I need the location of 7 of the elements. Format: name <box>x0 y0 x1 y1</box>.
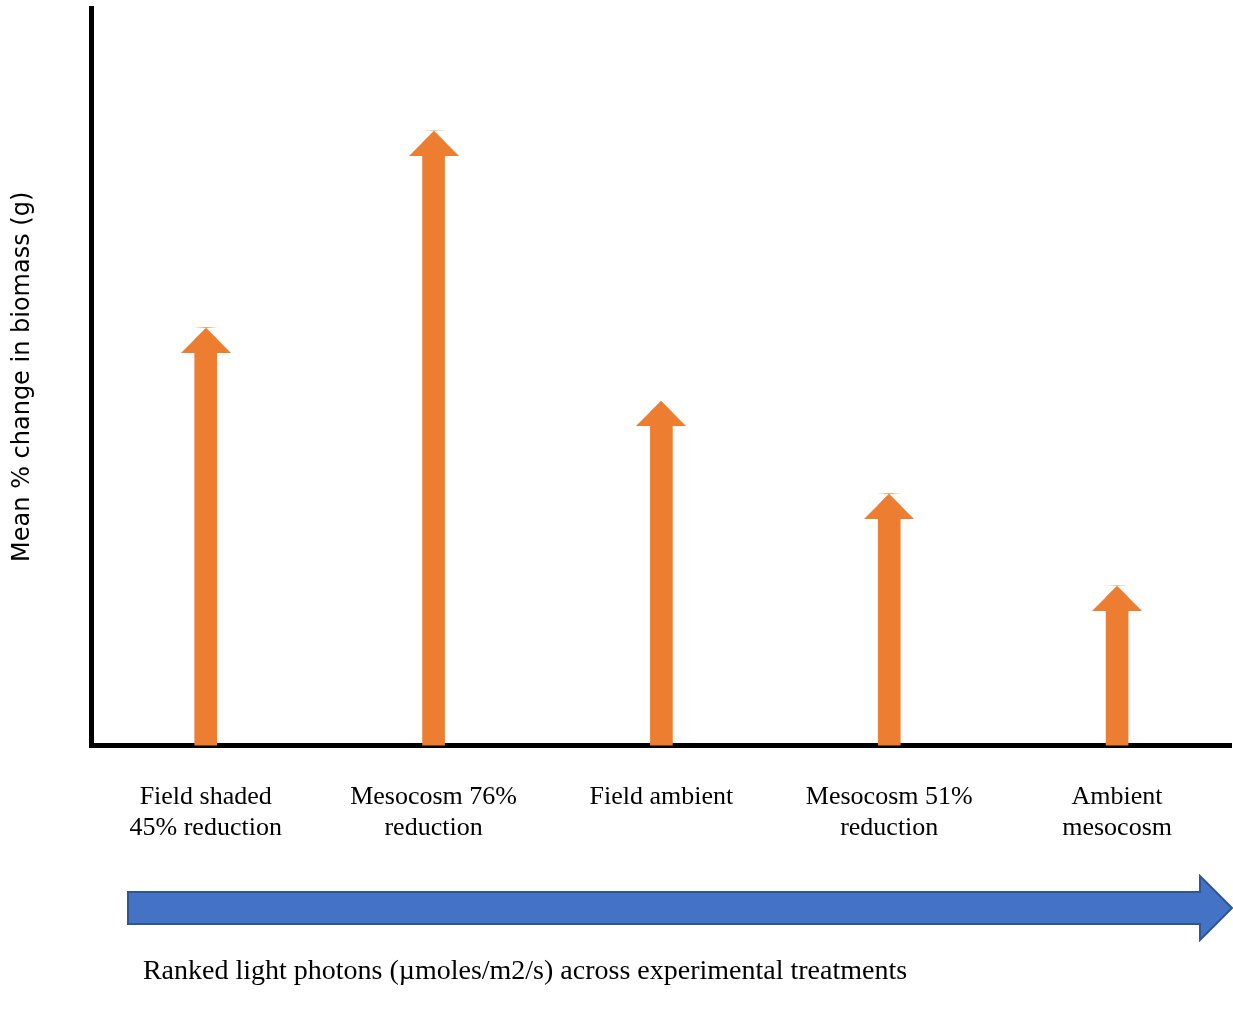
x-tick-label: Mesocosm 51% reduction <box>805 781 973 842</box>
x-tick-label: Ambient mesocosm <box>1062 781 1172 842</box>
y-axis-title: Mean % change in biomass (g) <box>6 191 35 562</box>
x-tick-label: Field shaded 45% reduction <box>129 781 282 842</box>
x-tick-label: Mesocosm 76% reduction <box>350 781 517 842</box>
x-tick-label: Field ambient <box>589 781 735 811</box>
x-axis-title: Ranked light photons (µmoles/m2/s) across experimental treatments <box>141 953 909 987</box>
